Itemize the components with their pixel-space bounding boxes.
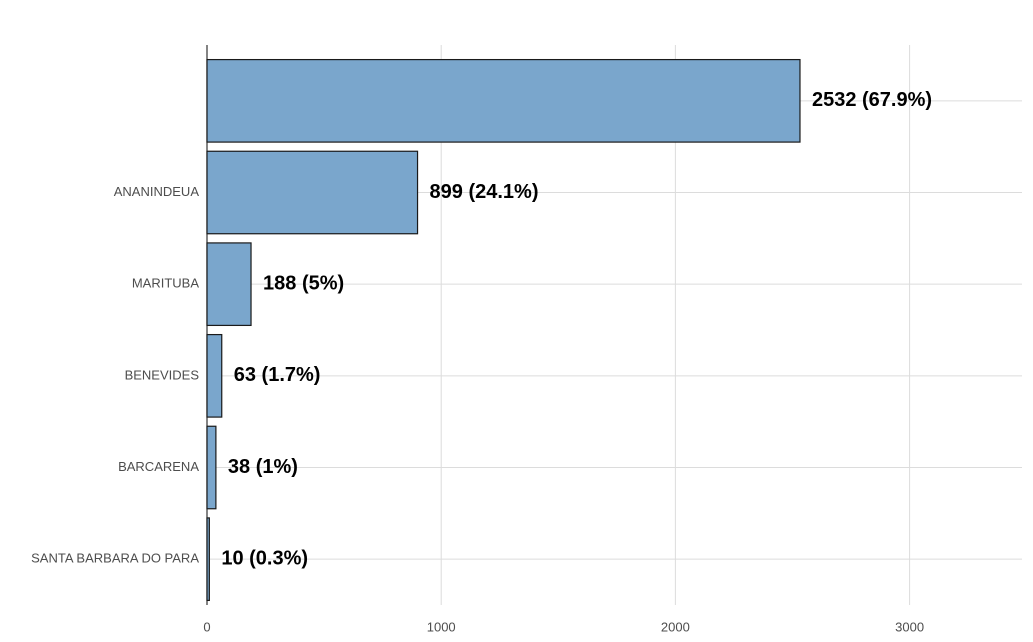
bar <box>206 150 419 235</box>
y-tick-label: SANTA BARBARA DO PARA <box>31 551 199 566</box>
bar <box>206 242 252 327</box>
bar <box>206 425 217 510</box>
x-tick-label: 2000 <box>661 619 690 634</box>
x-tick-label: 0 <box>203 619 210 634</box>
value-label: 38 (1%) <box>228 456 298 478</box>
value-label: 188 (5%) <box>263 272 344 294</box>
y-tick-label: BARCARENA <box>118 459 199 474</box>
value-label: 63 (1.7%) <box>234 364 321 386</box>
x-tick-label: 3000 <box>895 619 924 634</box>
x-tick-label: 1000 <box>427 619 456 634</box>
bar <box>206 517 210 602</box>
value-label: 2532 (67.9%) <box>812 89 932 111</box>
value-label: 10 (0.3%) <box>221 547 308 569</box>
bar <box>206 333 223 418</box>
value-label: 899 (24.1%) <box>430 181 539 203</box>
y-tick-label: BENEVIDES <box>125 367 200 382</box>
y-tick-label: ANANINDEUA <box>114 184 200 199</box>
bar <box>206 58 801 143</box>
y-tick-label: MARITUBA <box>132 276 200 291</box>
